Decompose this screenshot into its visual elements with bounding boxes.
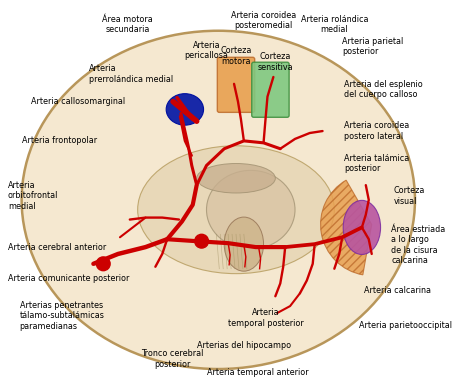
Text: Arteria
orbitofrontal
medial: Arteria orbitofrontal medial bbox=[8, 181, 58, 211]
Text: Arteria coroidea
postero lateral: Arteria coroidea postero lateral bbox=[344, 121, 410, 141]
Ellipse shape bbox=[166, 94, 203, 125]
Ellipse shape bbox=[224, 217, 264, 271]
Text: Área motora
secundaria: Área motora secundaria bbox=[102, 15, 153, 34]
Text: Arterias penetrantes
tálamo-subtalámicas
paramedianas: Arterias penetrantes tálamo-subtalámicas… bbox=[19, 301, 105, 331]
FancyBboxPatch shape bbox=[252, 62, 289, 117]
Ellipse shape bbox=[207, 170, 295, 249]
FancyBboxPatch shape bbox=[217, 57, 255, 112]
Text: Arteria frontopolar: Arteria frontopolar bbox=[22, 136, 97, 146]
Wedge shape bbox=[320, 180, 372, 275]
Text: Arteria temporal anterior: Arteria temporal anterior bbox=[207, 369, 309, 378]
Text: Arteria calcarina: Arteria calcarina bbox=[364, 286, 431, 295]
Text: Arteria
pericallosa: Arteria pericallosa bbox=[184, 41, 228, 60]
Text: Arteria cerebral anterior: Arteria cerebral anterior bbox=[8, 242, 106, 252]
Circle shape bbox=[195, 234, 209, 248]
Text: Tronco cerebral
posterior: Tronco cerebral posterior bbox=[141, 349, 203, 369]
Text: Corteza
motora: Corteza motora bbox=[220, 46, 252, 66]
Text: Arteria parietooccipital: Arteria parietooccipital bbox=[359, 321, 452, 330]
Text: Corteza
sensitiva: Corteza sensitiva bbox=[257, 52, 293, 72]
Ellipse shape bbox=[197, 164, 275, 193]
Text: Arteria callosomarginal: Arteria callosomarginal bbox=[31, 97, 126, 106]
Text: Arterias del hipocampo: Arterias del hipocampo bbox=[197, 341, 291, 350]
Text: Arteria comunicante posterior: Arteria comunicante posterior bbox=[8, 274, 129, 283]
Ellipse shape bbox=[343, 200, 381, 254]
Ellipse shape bbox=[137, 146, 334, 274]
Text: Arteria parietal
posterior: Arteria parietal posterior bbox=[342, 37, 403, 56]
Text: Corteza
visual: Corteza visual bbox=[393, 186, 425, 206]
Text: Arteria rolándica
medial: Arteria rolándica medial bbox=[301, 15, 368, 34]
Text: Área estriada
a lo largo
de la cisura
calcarina: Área estriada a lo largo de la cisura ca… bbox=[392, 225, 446, 265]
Text: Arteria
temporal posterior: Arteria temporal posterior bbox=[228, 308, 303, 328]
Text: Arteria del esplenio
del cuerpo calloso: Arteria del esplenio del cuerpo calloso bbox=[344, 80, 423, 100]
Ellipse shape bbox=[22, 31, 415, 369]
Text: Arteria coroidea
posteromedial: Arteria coroidea posteromedial bbox=[231, 11, 296, 30]
Circle shape bbox=[96, 257, 110, 271]
Text: Arteria talámica
posterior: Arteria talámica posterior bbox=[344, 154, 410, 173]
Text: Arteria
prerrolándica medial: Arteria prerrolándica medial bbox=[89, 64, 173, 84]
